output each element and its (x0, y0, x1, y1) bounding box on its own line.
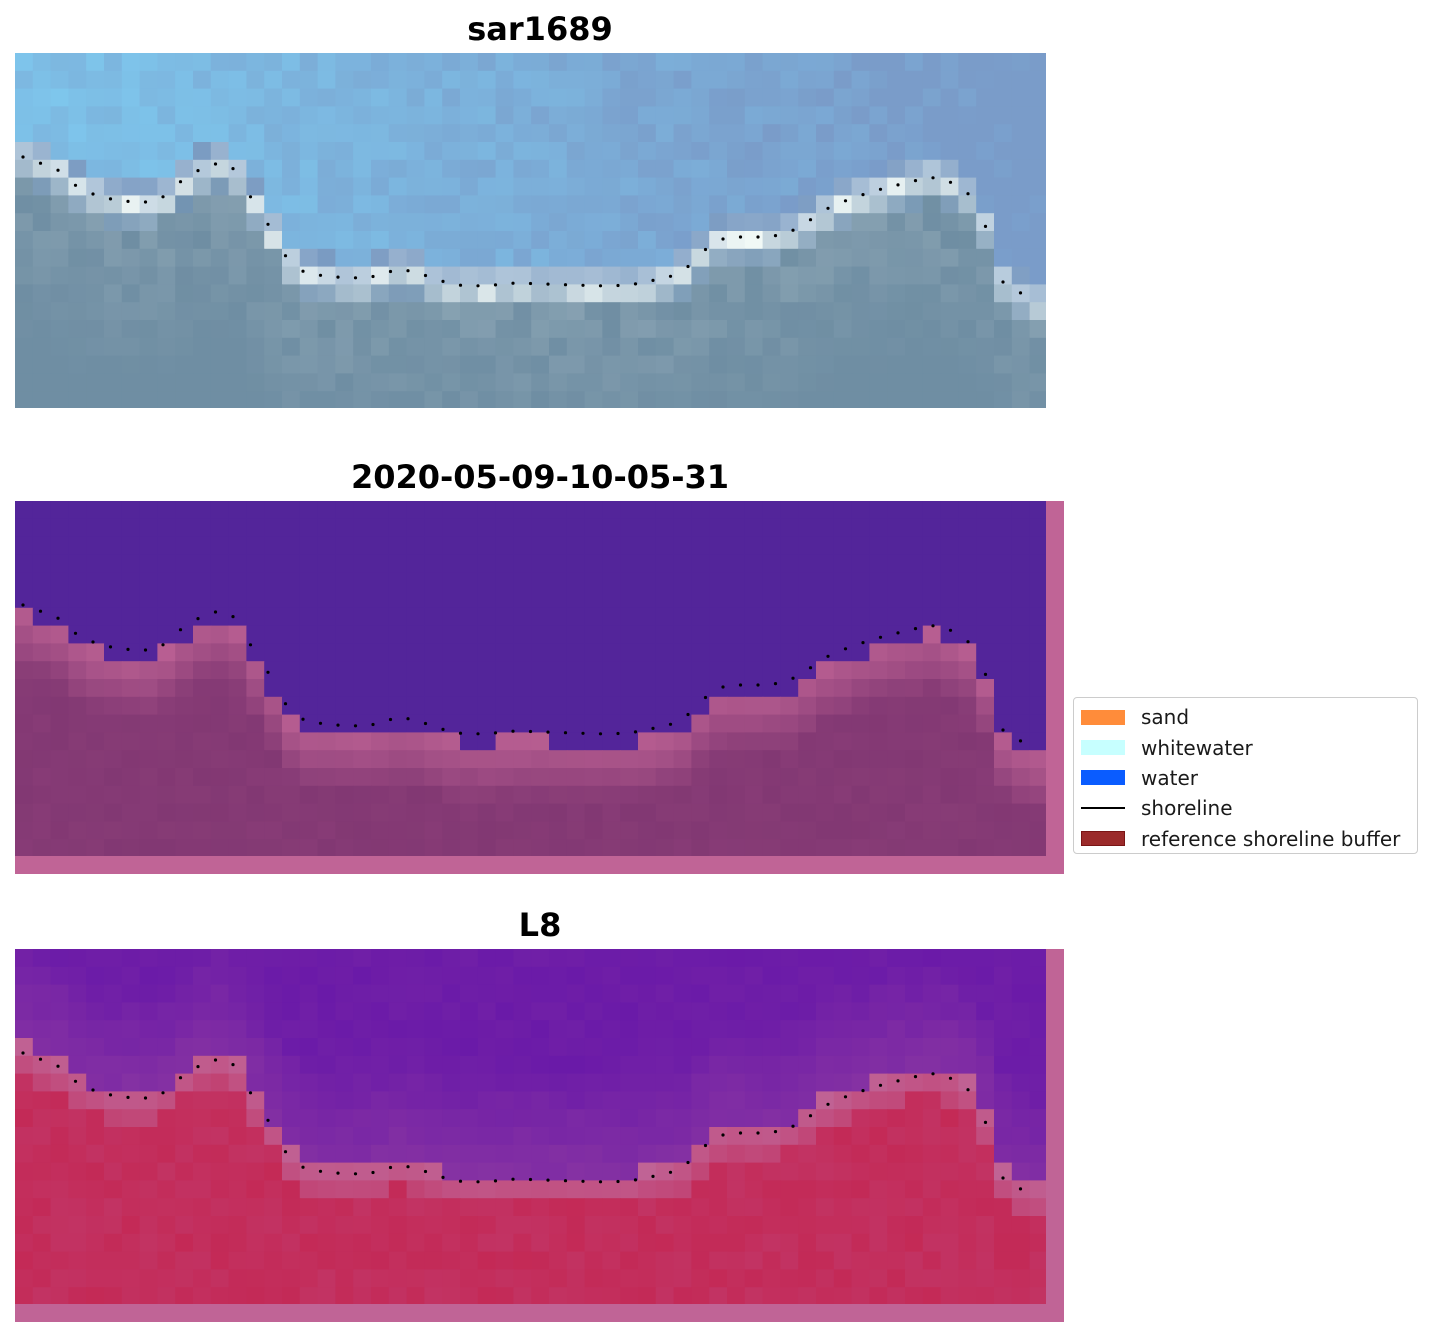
index-pixels (15, 949, 1046, 1304)
legend-item-sand: sand (1081, 702, 1417, 732)
panel-title-l8: L8 (518, 906, 562, 944)
sand-swatch (1081, 709, 1125, 725)
legend-label-shoreline: shoreline (1141, 796, 1233, 821)
legend-label-sand: sand (1141, 705, 1190, 730)
panel-title-date: 2020-05-09-10-05-31 (350, 458, 730, 496)
legend-item-whitewater: whitewater (1081, 732, 1417, 762)
whitewater-swatch (1081, 740, 1125, 756)
water-swatch (1081, 770, 1125, 786)
shoreline-dots (21, 155, 1023, 295)
legend-label-buffer: reference shoreline buffer (1141, 826, 1401, 851)
class-pixels (15, 501, 1046, 856)
index-image-panel (15, 949, 1064, 1322)
panel-title-sar1689: sar1689 (467, 10, 613, 48)
legend: sand whitewater water shoreline referenc… (1073, 697, 1418, 854)
legend-label-whitewater: whitewater (1141, 735, 1253, 760)
classification-panel (15, 501, 1064, 874)
legend-label-water: water (1141, 765, 1198, 790)
rgb-image-panel (15, 53, 1046, 408)
shoreline-line-icon (1081, 807, 1125, 810)
legend-item-shoreline: shoreline (1081, 793, 1417, 823)
buffer-swatch (1081, 831, 1125, 847)
shoreline-dots (21, 1051, 1023, 1191)
shoreline-dots (21, 603, 1023, 743)
legend-item-buffer: reference shoreline buffer (1081, 824, 1417, 854)
legend-item-water: water (1081, 763, 1417, 793)
rgb-pixels (15, 53, 1046, 408)
